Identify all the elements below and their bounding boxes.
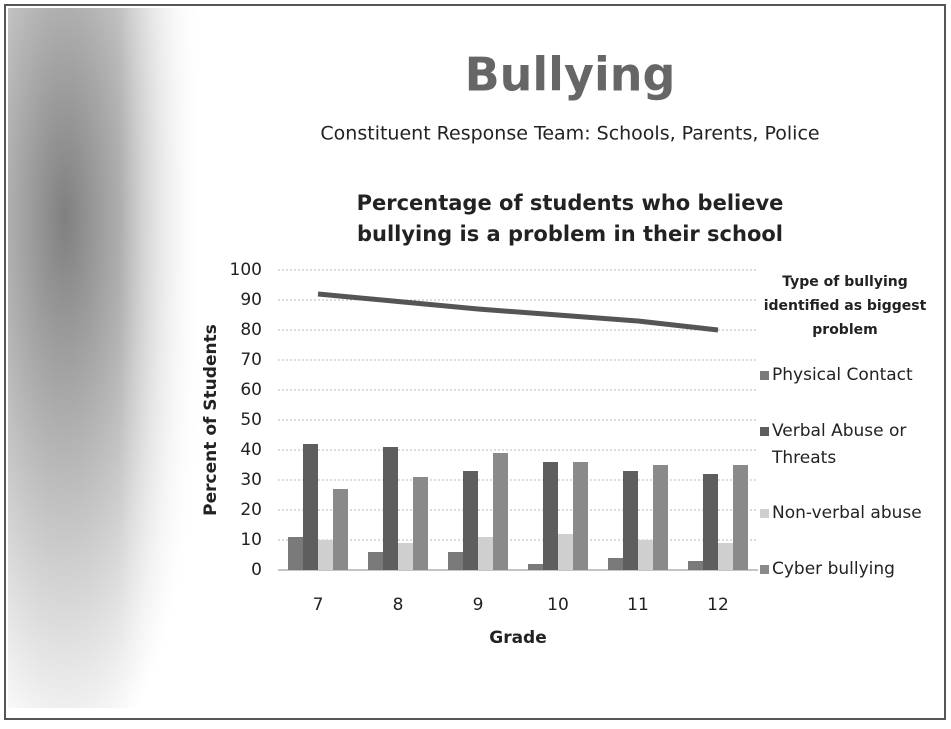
- x-axis-title: Grade: [489, 628, 547, 648]
- bar: [653, 465, 668, 570]
- y-tick-label: 0: [251, 560, 262, 580]
- y-tick-label: 50: [240, 410, 262, 430]
- bar: [478, 537, 493, 570]
- x-tick-label: 7: [313, 595, 324, 615]
- x-tick-label: 9: [473, 595, 484, 615]
- bar: [448, 552, 463, 570]
- legend-swatch: [760, 509, 769, 518]
- bar: [288, 537, 303, 570]
- bar: [493, 453, 508, 570]
- bar: [463, 471, 478, 570]
- x-tick-label: 10: [547, 595, 569, 615]
- legend-title-box: Type of bullying identified as biggest p…: [763, 274, 927, 338]
- x-tick-label: 12: [707, 595, 729, 615]
- legend-swatch: [760, 565, 769, 574]
- y-tick-label: 40: [240, 440, 262, 460]
- y-tick-label: 80: [240, 320, 262, 340]
- bar: [733, 465, 748, 570]
- y-tick-label: 90: [240, 290, 262, 310]
- y-tick-label: 20: [240, 500, 262, 520]
- bar: [368, 552, 383, 570]
- bar: [558, 534, 573, 570]
- bar: [718, 543, 733, 570]
- legend-entry-box: Cyber bullying: [772, 559, 895, 579]
- slide-title: Bullying: [465, 48, 676, 102]
- trend-line: [317, 291, 719, 333]
- y-tick-label: 10: [240, 530, 262, 550]
- y-tick-label: 70: [240, 350, 262, 370]
- legend-swatch: [760, 427, 769, 436]
- legend-swatch: [760, 371, 769, 380]
- bar: [638, 540, 653, 570]
- bar: [398, 543, 413, 570]
- bar: [333, 489, 348, 570]
- bar: [528, 564, 543, 570]
- y-tick-label: 30: [240, 470, 262, 490]
- legend-label: Cyber bullying: [772, 559, 895, 579]
- legend-label: Physical Contact: [772, 365, 913, 385]
- legend-label: Non-verbal abuse: [772, 503, 922, 523]
- bar: [623, 471, 638, 570]
- bar: [573, 462, 588, 570]
- bar: [383, 447, 398, 570]
- y-tick-label: 100: [230, 260, 262, 280]
- bar: [688, 561, 703, 570]
- y-axis-title: Percent of Students: [201, 324, 221, 516]
- bar: [543, 462, 558, 570]
- legend-label: Verbal Abuse or Threats: [772, 421, 907, 468]
- x-tick-label: 8: [393, 595, 404, 615]
- legend-entry-box: Verbal Abuse or Threats: [772, 421, 907, 468]
- slide-subtitle: Constituent Response Team: Schools, Pare…: [320, 123, 819, 145]
- decoration-fade: [120, 8, 200, 708]
- bar: [303, 444, 318, 570]
- chart-title: Percentage of students who believe bully…: [356, 191, 784, 246]
- legend-entry-box: Physical Contact: [772, 365, 913, 385]
- x-tick-label: 11: [627, 595, 649, 615]
- y-tick-label: 60: [240, 380, 262, 400]
- bar: [413, 477, 428, 570]
- chart-title-box: Percentage of students who believe bully…: [356, 191, 784, 246]
- bar: [608, 558, 623, 570]
- bar: [703, 474, 718, 570]
- bar: [318, 540, 333, 570]
- legend-title: Type of bullying identified as biggest p…: [763, 274, 927, 338]
- legend-entry-box: Non-verbal abuse: [772, 503, 922, 523]
